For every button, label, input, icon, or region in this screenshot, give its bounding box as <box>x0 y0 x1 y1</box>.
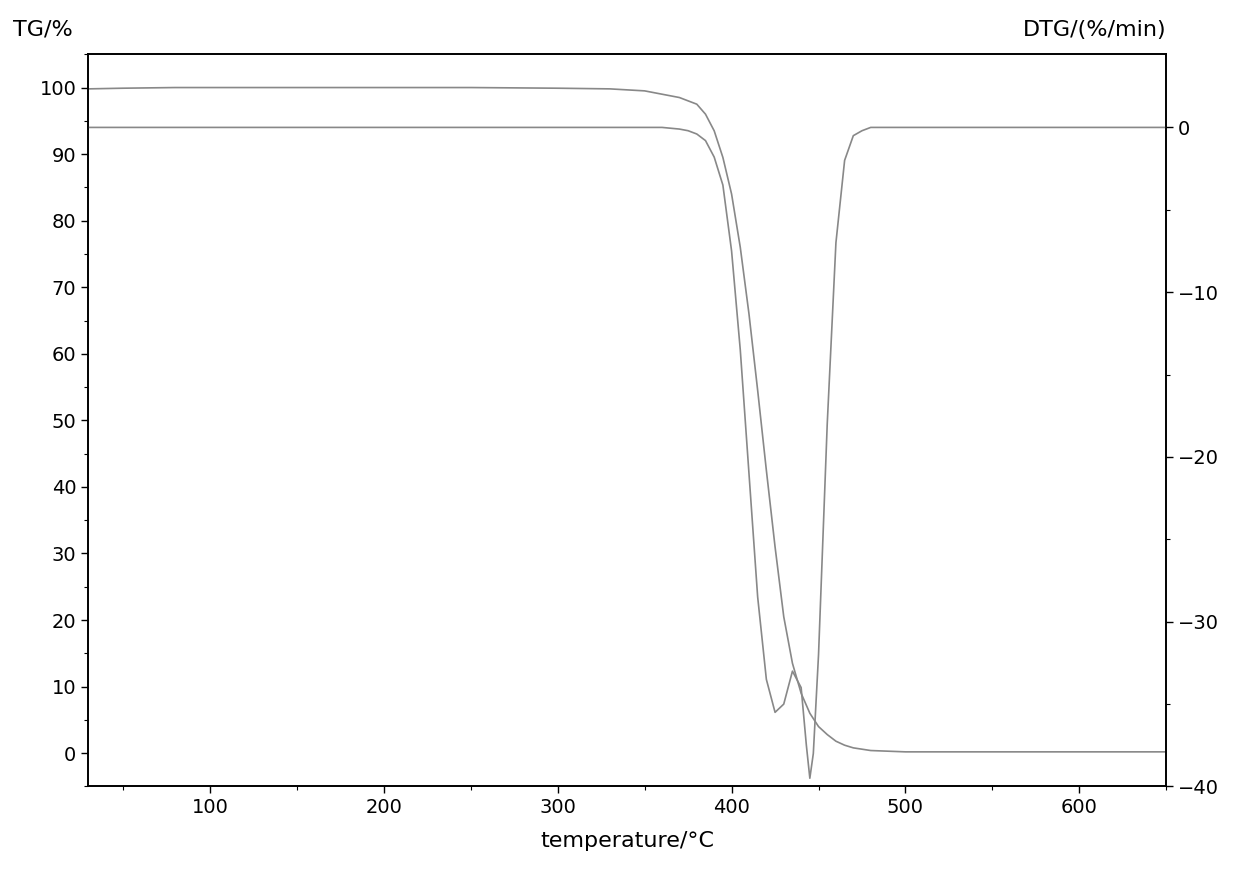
Text: TG/%: TG/% <box>12 19 72 39</box>
X-axis label: temperature/°C: temperature/°C <box>541 831 714 851</box>
Text: DTG/(%/min): DTG/(%/min) <box>1023 19 1167 39</box>
